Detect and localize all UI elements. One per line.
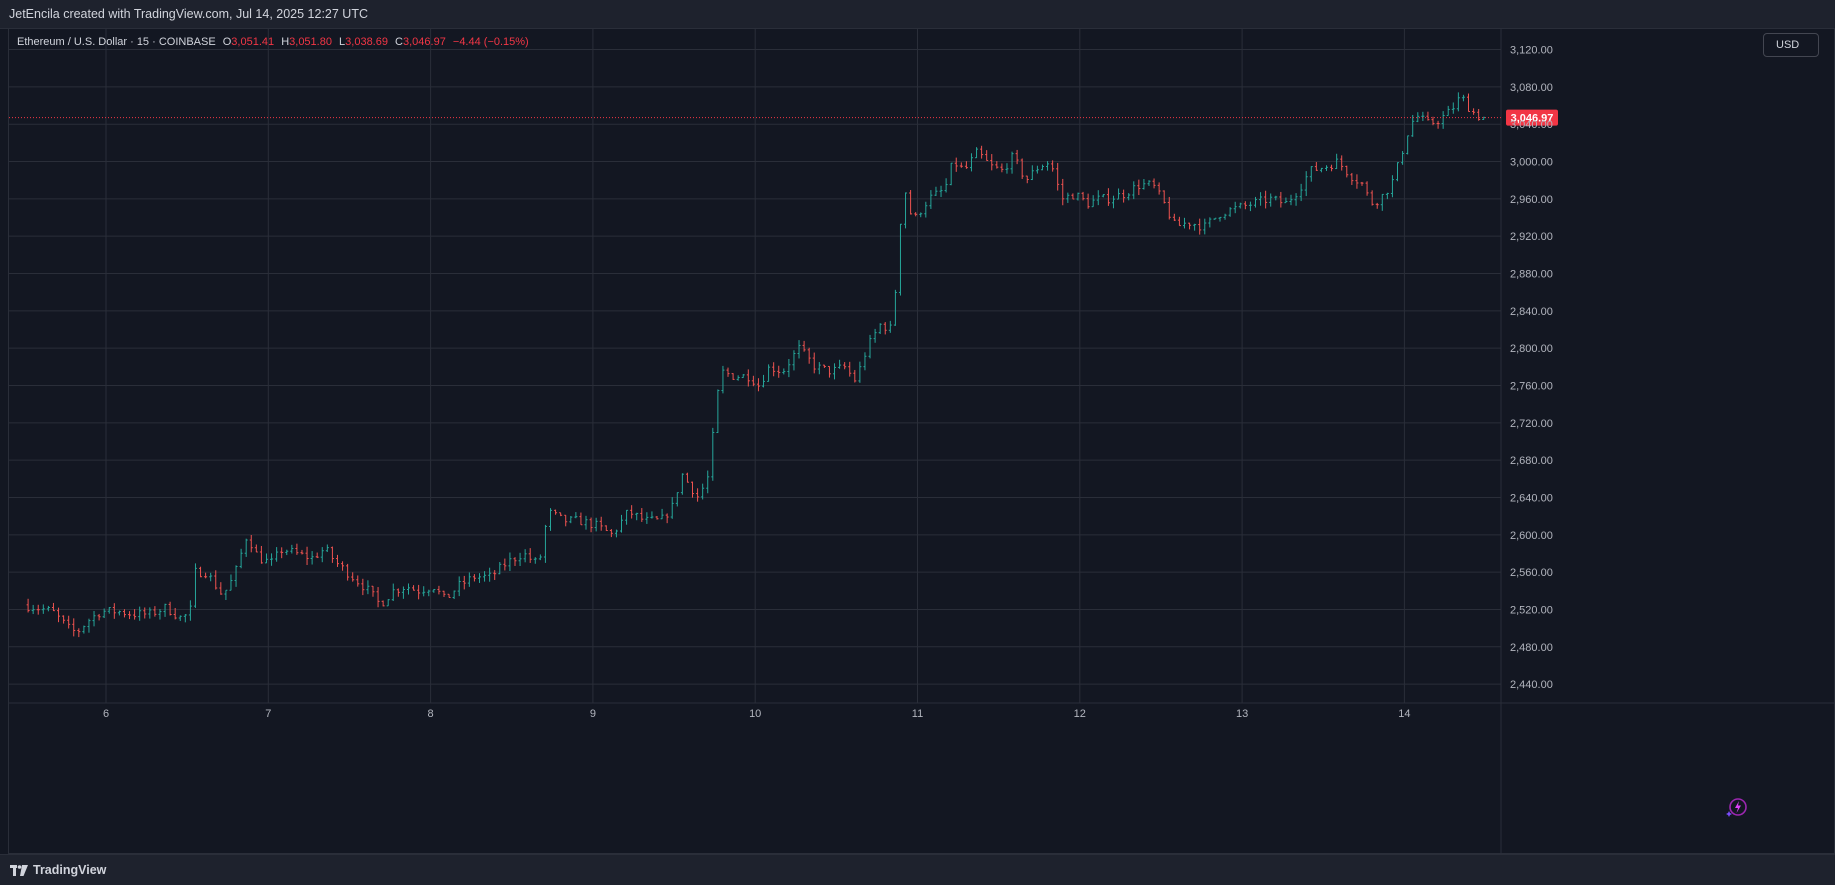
y-tick-label: 2,680.00	[1510, 455, 1553, 467]
ohlc-bars	[26, 92, 1486, 638]
change-value: −4.44 (−0.15%)	[452, 36, 529, 48]
close-value: 3,046.97	[403, 36, 446, 48]
y-tick-label: 2,760.00	[1510, 380, 1553, 392]
x-tick-label: 6	[103, 708, 109, 720]
y-tick-label: 2,640.00	[1510, 492, 1553, 504]
sparkle-bolt-icon[interactable]	[1725, 795, 1749, 819]
attribution-text: JetEncila created with TradingView.com, …	[9, 7, 368, 21]
tradingview-brand[interactable]: TradingView	[10, 863, 106, 877]
y-tick-label: 2,560.00	[1510, 567, 1553, 579]
x-tick-label: 8	[428, 708, 434, 720]
y-tick-label: 2,840.00	[1510, 306, 1553, 318]
y-tick-label: 2,440.00	[1510, 679, 1553, 691]
brand-name: TradingView	[33, 863, 107, 877]
y-tick-label: 3,040.00	[1510, 119, 1553, 131]
x-tick-label: 12	[1074, 708, 1086, 720]
high-label: H	[281, 36, 290, 48]
x-tick-label: 10	[749, 708, 761, 720]
y-tick-label: 2,800.00	[1510, 343, 1553, 355]
y-tick-label: 2,720.00	[1510, 418, 1553, 430]
last-price-line: 3,046.97	[9, 109, 1558, 126]
y-tick-label: 2,920.00	[1510, 231, 1553, 243]
price-axis: 2,440.00 2,480.00 2,520.00 2,560.00 2,600.00…	[1510, 45, 1553, 692]
footer-bar: TradingView	[0, 854, 1835, 885]
tradingview-logo-icon	[10, 864, 28, 876]
currency-button[interactable]: USD	[1763, 33, 1819, 57]
low-label: L	[339, 36, 346, 48]
y-tick-label: 2,880.00	[1510, 269, 1553, 281]
last-price-label: 3,046.97	[1511, 113, 1554, 125]
open-label: O	[222, 36, 232, 48]
x-tick-label: 11	[912, 708, 923, 720]
symbol-legend: Ethereum / U.S. Dollar · 15 · COINBASE O…	[17, 36, 529, 52]
chart-pane[interactable]	[8, 28, 1835, 854]
x-tick-label: 7	[265, 708, 271, 720]
x-tick-label: 13	[1236, 708, 1248, 720]
grid-lines	[9, 29, 1834, 853]
open-value: 3,051.41	[231, 36, 275, 48]
y-tick-label: 2,480.00	[1510, 642, 1553, 654]
y-tick-label: 2,600.00	[1510, 530, 1553, 542]
high-value: 3,051.80	[289, 36, 332, 48]
last-price-badge	[1506, 109, 1558, 126]
close-label: C	[395, 36, 403, 48]
y-tick-label: 3,080.00	[1510, 82, 1553, 94]
y-tick-label: 2,520.00	[1510, 604, 1553, 616]
y-tick-label: 3,120.00	[1510, 45, 1553, 57]
time-axis: 6 7 8 9 10 11 12 13 14	[103, 708, 1411, 720]
y-tick-label: 2,960.00	[1510, 194, 1553, 206]
x-tick-label: 14	[1398, 708, 1410, 720]
low-value: 3,038.69	[345, 36, 388, 48]
symbol-name[interactable]: Ethereum / U.S. Dollar · 15 · COINBASE	[17, 36, 216, 48]
y-tick-label: 3,000.00	[1510, 157, 1553, 169]
x-tick-label: 9	[590, 708, 596, 720]
